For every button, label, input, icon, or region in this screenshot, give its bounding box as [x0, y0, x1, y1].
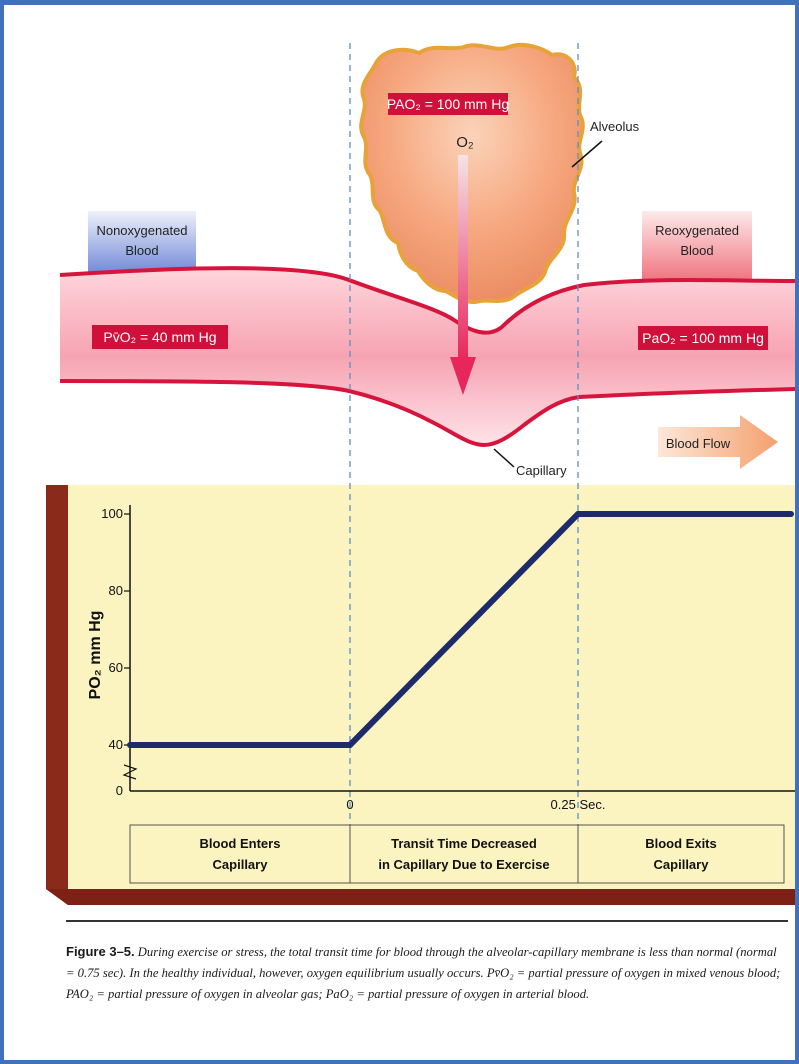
reoxygenated-label-line1: Reoxygenated: [655, 223, 739, 238]
alveolus-label: Alveolus: [590, 119, 640, 134]
capillary-diagram: Nonoxygenated Blood Reoxygenated Blood P…: [4, 5, 795, 905]
chart-bottom-edge: [46, 889, 795, 905]
po2-point-1: [347, 742, 353, 748]
blood-flow-label: Blood Flow: [666, 436, 731, 451]
phase-enter-line1: Blood Enters: [200, 836, 281, 851]
axis-break: [122, 764, 138, 780]
capillary-label: Capillary: [516, 463, 567, 478]
caption-text: During exercise or stress, the total tra…: [66, 945, 781, 1001]
phase-transit-line1: Transit Time Decreased: [391, 836, 537, 851]
phase-cell-enter: Blood Enters Capillary: [200, 836, 281, 872]
venous-pressure-label: Pv̄O₂ = 40 mm Hg: [103, 329, 216, 345]
oxygen-label: O₂: [456, 134, 474, 151]
phase-table-frame: [129, 824, 785, 884]
nonoxygenated-label-line1: Nonoxygenated: [96, 223, 187, 238]
arterial-pressure-badge: [638, 326, 768, 350]
oxygen-arrow: [450, 155, 476, 395]
po2-point-0: [127, 742, 133, 748]
caption-rule: [66, 920, 788, 922]
alveolar-pressure-badge: [388, 93, 508, 115]
po2-point-2: [575, 511, 581, 517]
capillary-pointer: [493, 448, 515, 468]
figure-caption: Figure 3–5. During exercise or stress, t…: [66, 941, 782, 1005]
chart-background: [68, 485, 795, 889]
ytick-label-0: 0: [116, 783, 123, 798]
y-axis-label: PO₂ mm Hg: [87, 611, 104, 700]
phase-enter-line2: Capillary: [213, 857, 269, 872]
xtick-label-0: 0: [346, 797, 353, 812]
phase-exit-line1: Blood Exits: [645, 836, 717, 851]
xtick-label-025: 0.25 Sec.: [551, 797, 606, 812]
alveolus-pointer: [571, 140, 603, 168]
reoxygenated-label-line2: Blood: [680, 243, 713, 258]
phase-transit-line2: in Capillary Due to Exercise: [378, 857, 549, 872]
phase-table: Blood Enters Capillary Transit Time Decr…: [129, 824, 785, 884]
y-ticks: 0 40 60 80 100: [101, 506, 130, 798]
phase-exit-line2: Capillary: [654, 857, 710, 872]
chart-left-side: [46, 485, 68, 905]
ytick-label-40: 40: [109, 737, 123, 752]
nonoxygenated-box: Nonoxygenated Blood: [88, 211, 196, 277]
ytick-label-100: 100: [101, 506, 123, 521]
vessel-lower-wall: [59, 379, 795, 448]
reoxygenated-box: Reoxygenated Blood: [642, 211, 752, 279]
figure-number: Figure 3–5.: [66, 944, 135, 959]
phase-cell-exit: Blood Exits Capillary: [645, 836, 717, 872]
venous-pressure-badge: [92, 325, 228, 349]
po2-point-3: [788, 511, 794, 517]
ytick-label-80: 80: [109, 583, 123, 598]
nonoxygenated-label-line2: Blood: [125, 243, 158, 258]
blood-flow-arrow: Blood Flow: [658, 415, 778, 469]
po2-series-line: [130, 511, 791, 748]
alveolar-pressure-text: PAO₂ = 100 mm Hg: [387, 96, 509, 112]
arterial-pressure-label: PaO₂ = 100 mm Hg: [642, 330, 764, 346]
ytick-label-60: 60: [109, 660, 123, 675]
phase-cell-transit: Transit Time Decreased in Capillary Due …: [378, 836, 549, 872]
po2-series-points: [127, 511, 794, 748]
chart-panel: [46, 485, 795, 905]
